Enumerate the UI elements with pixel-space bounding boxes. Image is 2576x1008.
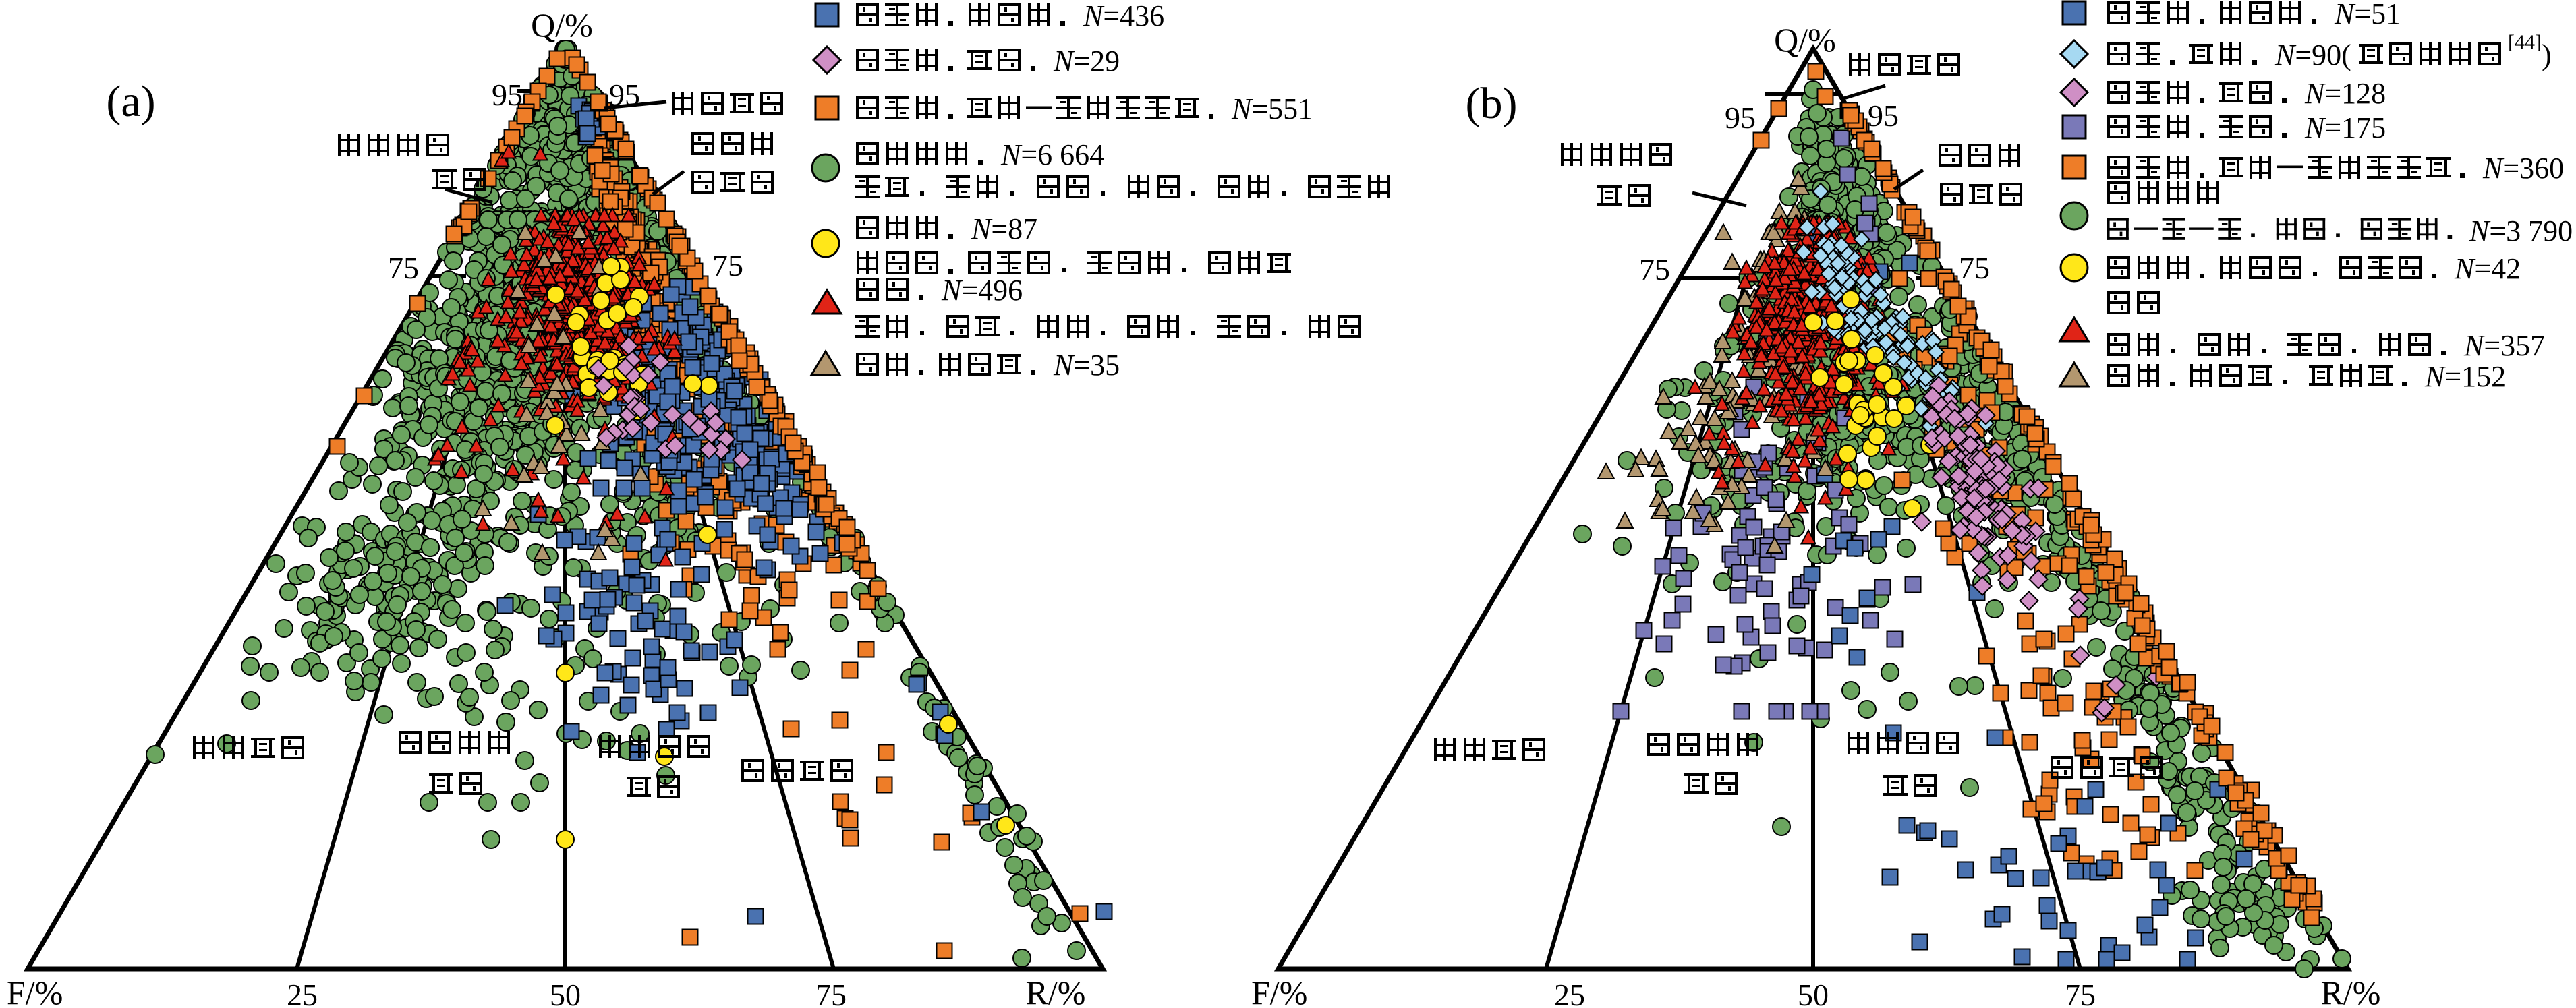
svg-text:75: 75 [1959, 251, 1990, 285]
svg-text:N=175: N=175 [2304, 111, 2386, 144]
svg-text:25: 25 [287, 978, 318, 1008]
svg-text:75: 75 [815, 978, 847, 1008]
svg-text:F/%: F/% [1251, 974, 1307, 1008]
svg-text:N=3 790: N=3 790 [2469, 214, 2573, 247]
svg-text:95: 95 [1725, 100, 1756, 135]
svg-text:[44]: [44] [2508, 31, 2542, 53]
svg-text:75: 75 [712, 248, 743, 283]
svg-text:N=357: N=357 [2463, 329, 2545, 362]
svg-text:F/%: F/% [7, 974, 63, 1008]
svg-text:N=87: N=87 [971, 212, 1037, 245]
svg-text:R/%: R/% [2321, 974, 2381, 1008]
svg-text:Q/%: Q/% [1774, 21, 1836, 59]
svg-text:Q/%: Q/% [531, 6, 593, 44]
svg-text:50: 50 [550, 978, 581, 1008]
svg-text:95: 95 [492, 78, 523, 112]
svg-text:50: 50 [1798, 978, 1829, 1008]
svg-text:75: 75 [388, 251, 419, 285]
svg-text:N=51: N=51 [2334, 0, 2401, 30]
svg-text:25: 25 [1554, 978, 1585, 1008]
svg-text:R/%: R/% [1026, 974, 1086, 1008]
svg-text:(b): (b) [1466, 79, 1518, 128]
svg-text:N=496: N=496 [941, 274, 1023, 307]
svg-text:N=436: N=436 [1083, 0, 1164, 32]
svg-text:N=360: N=360 [2482, 152, 2564, 185]
svg-text:N=6 664: N=6 664 [1000, 138, 1104, 171]
svg-text:N=90(: N=90( [2274, 38, 2351, 71]
svg-text:): ) [2542, 38, 2552, 71]
svg-text:N=152: N=152 [2424, 360, 2506, 393]
svg-text:N=35: N=35 [1053, 349, 1120, 382]
svg-text:N=128: N=128 [2304, 77, 2386, 110]
svg-text:(a): (a) [106, 77, 155, 126]
svg-text:95: 95 [1868, 98, 1899, 133]
svg-text:N=42: N=42 [2454, 252, 2521, 285]
svg-text:N=29: N=29 [1053, 45, 1120, 78]
svg-text:75: 75 [1639, 252, 1670, 287]
svg-text:75: 75 [2065, 978, 2096, 1008]
svg-text:N=551: N=551 [1231, 92, 1313, 125]
